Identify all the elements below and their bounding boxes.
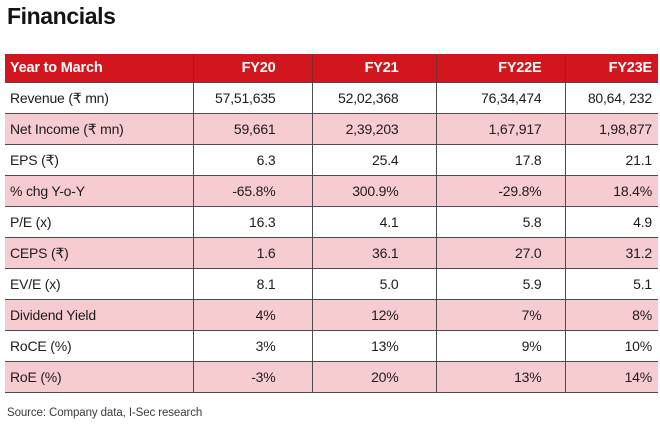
cell-value: 2,39,203: [311, 113, 436, 145]
cell-value: 18.4%: [564, 175, 658, 207]
cell-value: 13%: [435, 361, 565, 393]
cell-value: 76,34,474: [435, 82, 565, 114]
cell-value: 1,98,877: [564, 113, 658, 145]
cell-value: 8%: [564, 299, 658, 331]
column-header-year-to-march: Year to March: [5, 54, 193, 83]
cell-value: 8.1: [192, 268, 312, 300]
column-header-fy23e: FY23E: [564, 54, 658, 83]
cell-value: 1,67,917: [435, 113, 565, 145]
cell-value: -65.8%: [192, 175, 312, 207]
row-label: RoCE (%): [5, 330, 193, 362]
cell-value: 5.0: [311, 268, 436, 300]
column-header-fy22e: FY22E: [435, 54, 565, 83]
cell-value: 5.1: [564, 268, 658, 300]
row-label: CEPS (₹): [5, 237, 193, 269]
table-row-ceps: CEPS (₹) 1.6 36.1 27.0 31.2: [5, 237, 658, 269]
cell-value: 52,02,368: [311, 82, 436, 114]
row-label: EV/E (x): [5, 268, 193, 300]
cell-value: 5.8: [435, 206, 565, 238]
cell-value: 3%: [192, 330, 312, 362]
page-title: Financials: [7, 3, 116, 29]
cell-value: 80,64, 232: [564, 82, 658, 114]
cell-value: 10%: [564, 330, 658, 362]
row-label: Revenue (₹ mn): [5, 82, 193, 114]
cell-value: 4%: [192, 299, 312, 331]
row-label: EPS (₹): [5, 144, 193, 176]
cell-value: -3%: [192, 361, 312, 393]
cell-value: 59,661: [192, 113, 312, 145]
cell-value: 5.9: [435, 268, 565, 300]
cell-value: 9%: [435, 330, 565, 362]
cell-value: -29.8%: [435, 175, 565, 207]
table-row-dividend-yield: Dividend Yield 4% 12% 7% 8%: [5, 299, 658, 331]
cell-value: 13%: [311, 330, 436, 362]
cell-value: 1.6: [192, 237, 312, 269]
table-row-roce: RoCE (%) 3% 13% 9% 10%: [5, 330, 658, 362]
cell-value: 36.1: [311, 237, 436, 269]
header-row: Year to March FY20 FY21 FY22E FY23E: [5, 54, 658, 83]
cell-value: 7%: [435, 299, 565, 331]
row-label: RoE (%): [5, 361, 193, 393]
table-row-pe: P/E (x) 16.3 4.1 5.8 4.9: [5, 206, 658, 238]
table-row-eve: EV/E (x) 8.1 5.0 5.9 5.1: [5, 268, 658, 300]
table-row-eps: EPS (₹) 6.3 25.4 17.8 21.1: [5, 144, 658, 176]
row-label: % chg Y-o-Y: [5, 175, 193, 207]
source-note: Source: Company data, I-Sec research: [7, 407, 203, 419]
cell-value: 12%: [311, 299, 436, 331]
cell-value: 17.8: [435, 144, 565, 176]
cell-value: 16.3: [192, 206, 312, 238]
table-row-roe: RoE (%) -3% 20% 13% 14%: [5, 361, 658, 393]
cell-value: 21.1: [564, 144, 658, 176]
table-row-revenue: Revenue (₹ mn) 57,51,635 52,02,368 76,34…: [5, 82, 658, 114]
column-header-fy20: FY20: [192, 54, 312, 83]
row-label: Dividend Yield: [5, 299, 193, 331]
cell-value: 57,51,635: [192, 82, 312, 114]
cell-value: 31.2: [564, 237, 658, 269]
table-row-net-income: Net Income (₹ mn) 59,661 2,39,203 1,67,9…: [5, 113, 658, 145]
row-label: P/E (x): [5, 206, 193, 238]
cell-value: 6.3: [192, 144, 312, 176]
row-label: Net Income (₹ mn): [5, 113, 193, 145]
cell-value: 25.4: [311, 144, 436, 176]
table-row-pct-chg-yoy: % chg Y-o-Y -65.8% 300.9% -29.8% 18.4%: [5, 175, 658, 207]
cell-value: 14%: [564, 361, 658, 393]
cell-value: 300.9%: [311, 175, 436, 207]
column-header-fy21: FY21: [311, 54, 436, 83]
cell-value: 27.0: [435, 237, 565, 269]
cell-value: 20%: [311, 361, 436, 393]
financials-table: Year to March FY20 FY21 FY22E FY23E Reve…: [5, 54, 658, 393]
cell-value: 4.1: [311, 206, 436, 238]
cell-value: 4.9: [564, 206, 658, 238]
